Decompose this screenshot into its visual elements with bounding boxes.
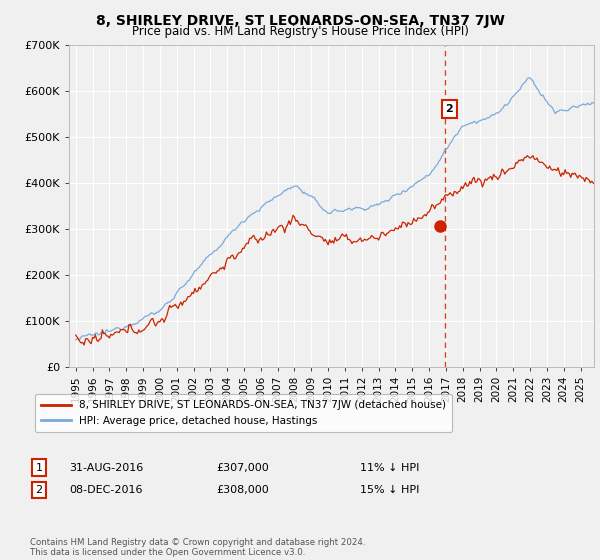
Text: 8, SHIRLEY DRIVE, ST LEONARDS-ON-SEA, TN37 7JW: 8, SHIRLEY DRIVE, ST LEONARDS-ON-SEA, TN… bbox=[95, 14, 505, 28]
Text: 08-DEC-2016: 08-DEC-2016 bbox=[69, 485, 143, 495]
Text: £308,000: £308,000 bbox=[216, 485, 269, 495]
Text: Contains HM Land Registry data © Crown copyright and database right 2024.
This d: Contains HM Land Registry data © Crown c… bbox=[30, 538, 365, 557]
Legend: 8, SHIRLEY DRIVE, ST LEONARDS-ON-SEA, TN37 7JW (detached house), HPI: Average pr: 8, SHIRLEY DRIVE, ST LEONARDS-ON-SEA, TN… bbox=[35, 394, 452, 432]
Text: 31-AUG-2016: 31-AUG-2016 bbox=[69, 463, 143, 473]
Text: 1: 1 bbox=[35, 463, 43, 473]
Text: 2: 2 bbox=[445, 104, 453, 114]
Text: Price paid vs. HM Land Registry's House Price Index (HPI): Price paid vs. HM Land Registry's House … bbox=[131, 25, 469, 38]
Text: 11% ↓ HPI: 11% ↓ HPI bbox=[360, 463, 419, 473]
Text: 2: 2 bbox=[35, 485, 43, 495]
Text: 15% ↓ HPI: 15% ↓ HPI bbox=[360, 485, 419, 495]
Text: £307,000: £307,000 bbox=[216, 463, 269, 473]
